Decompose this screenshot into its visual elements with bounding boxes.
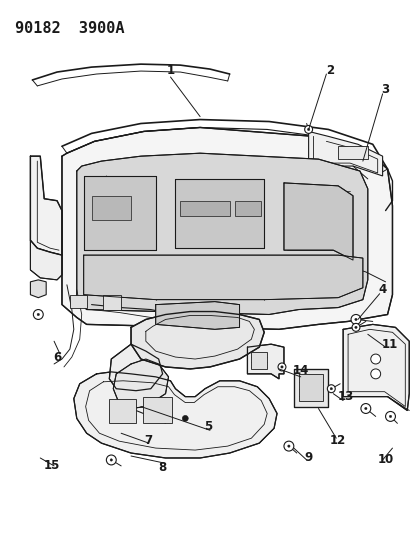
Polygon shape xyxy=(113,359,168,408)
Circle shape xyxy=(278,363,285,371)
Circle shape xyxy=(307,128,309,131)
Circle shape xyxy=(388,415,391,418)
Circle shape xyxy=(327,385,335,393)
Polygon shape xyxy=(62,127,392,329)
Polygon shape xyxy=(70,295,86,308)
Polygon shape xyxy=(131,311,263,369)
Polygon shape xyxy=(337,146,367,159)
Circle shape xyxy=(385,411,394,422)
Polygon shape xyxy=(247,344,283,379)
Text: 15: 15 xyxy=(44,459,60,472)
Text: 7: 7 xyxy=(145,434,152,447)
Text: 9: 9 xyxy=(304,451,312,464)
Circle shape xyxy=(106,455,116,465)
Circle shape xyxy=(110,459,112,461)
Circle shape xyxy=(304,125,312,133)
Polygon shape xyxy=(30,280,46,297)
Polygon shape xyxy=(175,179,263,248)
Circle shape xyxy=(33,310,43,319)
Circle shape xyxy=(360,403,370,414)
Text: 1: 1 xyxy=(166,63,174,77)
Polygon shape xyxy=(283,183,352,260)
Text: 11: 11 xyxy=(380,338,396,351)
Text: 2: 2 xyxy=(325,63,334,77)
Text: 14: 14 xyxy=(292,365,308,377)
Text: 13: 13 xyxy=(337,390,354,403)
Polygon shape xyxy=(74,372,276,458)
Polygon shape xyxy=(155,302,239,329)
Circle shape xyxy=(370,354,380,364)
Polygon shape xyxy=(308,132,382,176)
Polygon shape xyxy=(109,399,135,423)
Circle shape xyxy=(329,387,332,390)
Circle shape xyxy=(280,366,282,368)
Polygon shape xyxy=(142,397,172,423)
Text: 6: 6 xyxy=(53,351,61,364)
Polygon shape xyxy=(251,352,266,369)
Text: 10: 10 xyxy=(377,454,393,466)
Polygon shape xyxy=(30,156,62,255)
Circle shape xyxy=(37,313,39,316)
Circle shape xyxy=(354,318,356,321)
Polygon shape xyxy=(109,344,162,391)
Polygon shape xyxy=(83,176,155,250)
Circle shape xyxy=(351,324,359,332)
Circle shape xyxy=(350,314,360,325)
Polygon shape xyxy=(83,255,362,300)
Polygon shape xyxy=(91,196,131,221)
Circle shape xyxy=(283,441,293,451)
Circle shape xyxy=(287,445,290,447)
Text: 8: 8 xyxy=(158,462,166,474)
Polygon shape xyxy=(342,325,408,410)
Text: 5: 5 xyxy=(203,420,211,433)
Circle shape xyxy=(354,326,356,328)
Polygon shape xyxy=(298,374,323,401)
Circle shape xyxy=(364,407,366,410)
Circle shape xyxy=(182,415,188,422)
Text: 3: 3 xyxy=(381,83,389,96)
Polygon shape xyxy=(30,240,62,280)
Polygon shape xyxy=(293,369,328,407)
Polygon shape xyxy=(103,295,121,310)
Polygon shape xyxy=(234,201,261,215)
Polygon shape xyxy=(76,153,367,314)
Polygon shape xyxy=(180,201,229,215)
Text: 90182  3900A: 90182 3900A xyxy=(14,21,124,36)
Text: 12: 12 xyxy=(329,434,346,447)
Text: 4: 4 xyxy=(377,283,386,296)
Circle shape xyxy=(370,369,380,379)
